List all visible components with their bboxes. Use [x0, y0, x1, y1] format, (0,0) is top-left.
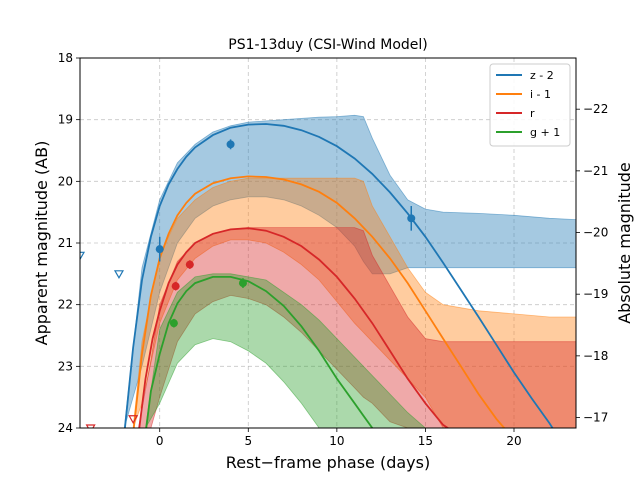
legend-label: g + 1 — [530, 126, 560, 139]
series-0-upper-limit — [80, 251, 86, 261]
series-0-data-point — [155, 245, 164, 254]
y-axis-ticks: 18 19 20 21 22 23 24 — [58, 51, 80, 435]
series-1-model-line — [132, 175, 506, 428]
right-y-tick-label: −17 — [583, 411, 608, 425]
right-y-axis-ticks: −17 −18 −19 −20 −21 −22 — [576, 102, 608, 425]
series-0-upper-limit — [113, 270, 125, 280]
right-y-tick-label: −22 — [583, 102, 608, 116]
series-0-data-point — [226, 140, 235, 149]
series-0-uncertainty-band — [123, 114, 576, 428]
right-y-tick-label: −21 — [583, 164, 608, 178]
legend-box — [489, 63, 571, 147]
series-2-model-line — [138, 227, 450, 428]
model-lines — [124, 123, 554, 428]
series-3-uncertainty-band — [145, 273, 435, 428]
y-tick-label: 18 — [58, 51, 73, 65]
y-tick-label: 20 — [58, 174, 73, 188]
y-tick-label: 24 — [58, 421, 73, 435]
series-2-uncertainty-band — [138, 227, 576, 428]
y-tick-label: 19 — [58, 113, 73, 127]
legend-label: r — [530, 107, 535, 120]
x-axis-ticks: 0 5 10 15 20 — [156, 428, 522, 448]
chart-title: PS1-13duy (CSI-Wind Model) — [228, 37, 427, 53]
series-2-data-point — [185, 260, 194, 269]
upper-limit-markers — [80, 251, 139, 428]
x-tick-label: 10 — [329, 434, 344, 448]
legend-label: i - 1 — [530, 88, 551, 101]
x-tick-label: 5 — [244, 434, 252, 448]
series-2-upper-limit — [85, 424, 96, 428]
x-tick-label: 15 — [418, 434, 433, 448]
x-tick-label: 20 — [506, 434, 521, 448]
observed-points — [155, 139, 416, 328]
legend: z - 2 i - 1 r g + 1 — [489, 63, 571, 147]
right-y-tick-label: −20 — [583, 226, 608, 240]
right-y-tick-label: −18 — [583, 349, 608, 363]
x-tick-label: 0 — [156, 434, 164, 448]
legend-label: z - 2 — [530, 69, 554, 82]
series-2-data-point — [171, 282, 180, 291]
series-3-model-line — [145, 275, 374, 428]
y-axis-label: Apparent magnitude (AB) — [32, 141, 51, 346]
model-bands — [123, 114, 576, 428]
series-2-upper-limit — [128, 415, 139, 424]
series-0-model-line — [124, 123, 554, 428]
series-1-uncertainty-band — [132, 177, 576, 428]
y-tick-label: 22 — [58, 298, 73, 312]
series-0-data-point — [407, 214, 416, 223]
right-y-tick-label: −19 — [583, 287, 608, 301]
x-axis-label: Rest−frame phase (days) — [226, 453, 430, 472]
y-tick-label: 21 — [58, 236, 73, 250]
y-tick-label: 23 — [58, 359, 73, 373]
series-3-data-point — [238, 279, 247, 288]
series-3-data-point — [169, 319, 178, 328]
right-y-axis-label: Absolute magnitude — [615, 162, 634, 324]
